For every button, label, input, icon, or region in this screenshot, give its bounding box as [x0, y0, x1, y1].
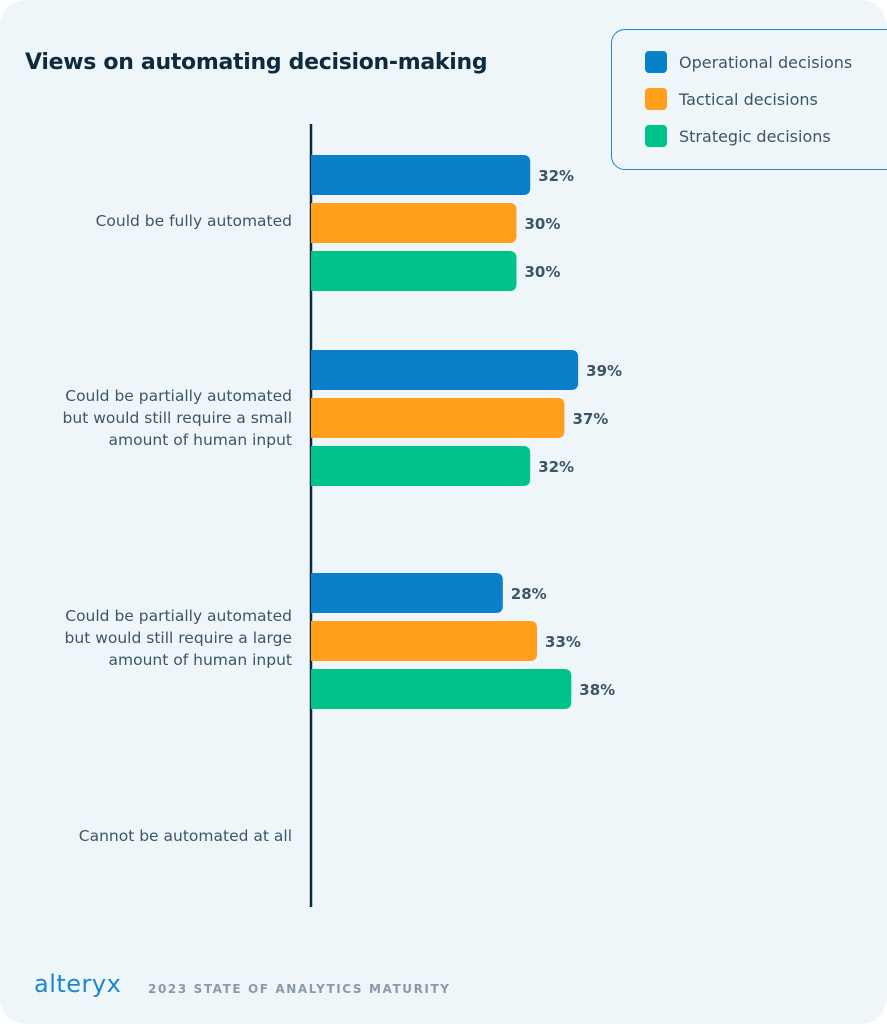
- data-label-strategic-cat3: 38%: [579, 681, 615, 699]
- brand-logo: alteryx: [34, 970, 122, 998]
- bar-tactical-cat2: [311, 398, 565, 438]
- legend-item-strategic: Strategic decisions: [645, 124, 831, 148]
- category-label-partial-small: Could be partially automated but would s…: [62, 387, 292, 449]
- bar-strategic-cat2: [311, 446, 531, 486]
- data-label-tactical-cat1: 30%: [525, 215, 561, 233]
- legend-label-tactical: Tactical decisions: [679, 89, 818, 109]
- data-label-operational-cat1: 32%: [538, 167, 574, 185]
- bar-strategic-cat3: [311, 669, 572, 709]
- bar-tactical-cat1: [311, 203, 517, 243]
- category-label-partial-large: Could be partially automated but would s…: [64, 607, 292, 669]
- legend: Operational decisions Tactical decisions…: [611, 29, 887, 170]
- category-label-fully-automated: Could be fully automated: [95, 212, 292, 230]
- legend-item-tactical: Tactical decisions: [645, 87, 818, 111]
- legend-item-operational: Operational decisions: [645, 50, 852, 74]
- report-name: 2023 STATE OF ANALYTICS MATURITY: [148, 982, 451, 996]
- legend-swatch-operational: [645, 51, 667, 73]
- data-label-operational-cat3: 28%: [511, 585, 547, 603]
- legend-swatch-tactical: [645, 88, 667, 110]
- bar-operational-cat2: [311, 350, 579, 390]
- data-label-tactical-cat2: 37%: [572, 410, 608, 428]
- data-label-strategic-cat2: 32%: [538, 458, 574, 476]
- legend-label-strategic: Strategic decisions: [679, 126, 831, 146]
- data-label-strategic-cat1: 30%: [525, 263, 561, 281]
- bar-tactical-cat3: [311, 621, 538, 661]
- data-label-operational-cat2: 39%: [586, 362, 622, 380]
- bar-operational-cat3: [311, 573, 503, 613]
- legend-label-operational: Operational decisions: [679, 52, 853, 72]
- bar-operational-cat1: [311, 155, 531, 195]
- bar-strategic-cat1: [311, 251, 517, 291]
- chart-title: Views on automating decision-making: [25, 50, 488, 75]
- category-label-cannot-automate: Cannot be automated at all: [78, 827, 292, 845]
- data-label-tactical-cat3: 33%: [545, 633, 581, 651]
- legend-swatch-strategic: [645, 125, 667, 147]
